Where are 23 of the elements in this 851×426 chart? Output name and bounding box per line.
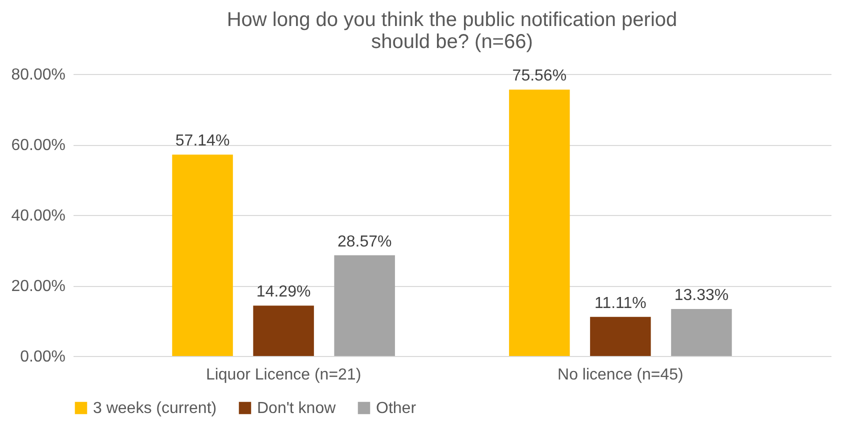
y-tick-label: 60.00% — [11, 137, 66, 154]
bar — [590, 316, 651, 356]
bar — [334, 255, 395, 356]
data-label: 57.14% — [175, 132, 230, 150]
bar — [172, 154, 233, 356]
data-label: 14.29% — [256, 284, 311, 301]
data-label: 11.11% — [594, 294, 646, 312]
y-tick-label: 20.00% — [11, 278, 66, 295]
data-label: 28.57% — [337, 233, 392, 250]
data-label: 75.56% — [512, 68, 567, 85]
bar — [509, 90, 570, 356]
bar — [671, 309, 732, 356]
chart-title: How long do you think the public notification period should be? (n=66) — [226, 9, 678, 53]
legend-label: 3 weeks (current) — [93, 400, 217, 417]
x-tick-label: Liquor Licence (n=21) — [206, 366, 362, 384]
bar — [253, 306, 314, 356]
legend-label: Other — [376, 400, 417, 417]
data-label: 13.33% — [674, 287, 729, 304]
y-tick-label: 0.00% — [20, 348, 66, 366]
legend-label: Don't know — [257, 400, 336, 417]
x-tick-label: No licence (n=45) — [558, 366, 684, 384]
y-tick-label: 40.00% — [11, 208, 66, 224]
y-tick-label: 80.00% — [11, 66, 66, 84]
